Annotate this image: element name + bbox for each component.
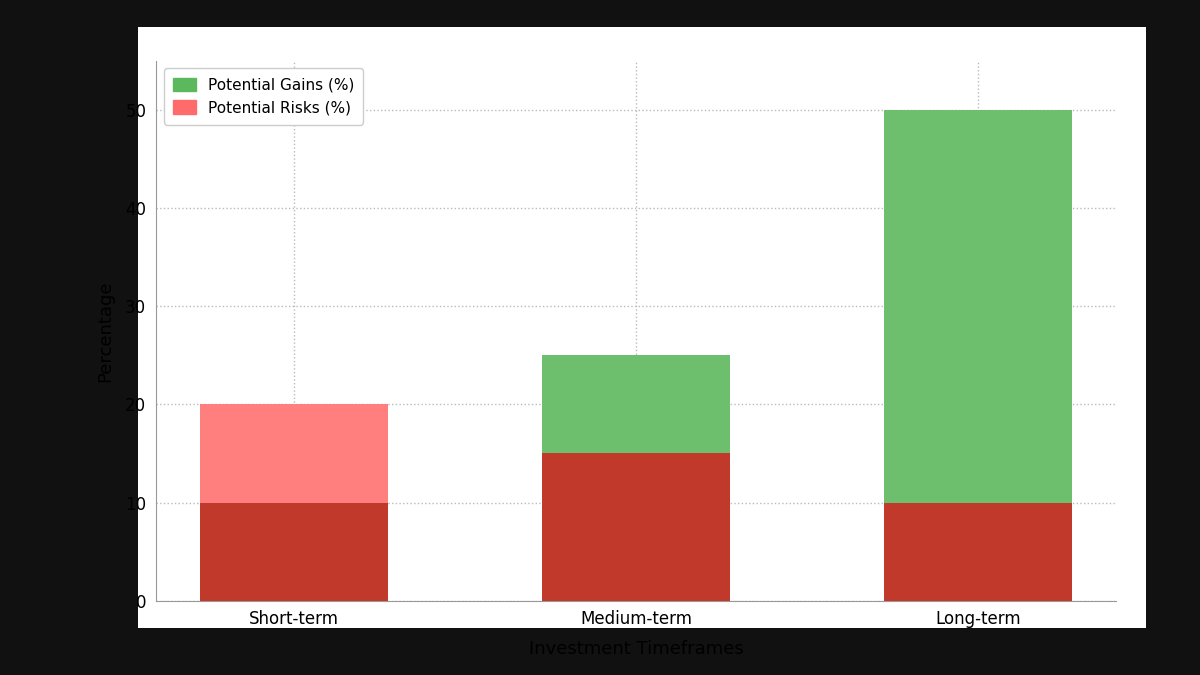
X-axis label: Investment Timeframes: Investment Timeframes (529, 640, 743, 657)
Bar (542, 454, 730, 601)
Bar (199, 503, 388, 601)
Bar (199, 404, 388, 503)
Bar (884, 503, 1073, 601)
Legend: Potential Gains (%), Potential Risks (%): Potential Gains (%), Potential Risks (%) (163, 68, 364, 124)
FancyBboxPatch shape (108, 9, 1176, 646)
Y-axis label: Percentage: Percentage (96, 280, 114, 381)
Bar (884, 110, 1073, 503)
Bar (542, 355, 730, 454)
